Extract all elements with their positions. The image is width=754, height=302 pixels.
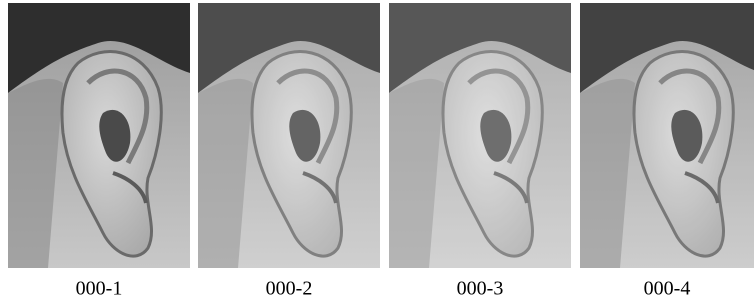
caption: 000-3 xyxy=(457,278,504,300)
caption: 000-2 xyxy=(266,278,313,300)
figure: 000-1 000-2 000-3 000-4 xyxy=(0,0,754,302)
photo xyxy=(389,3,571,268)
photo xyxy=(580,3,754,268)
photo xyxy=(198,3,380,268)
page: 000-1 000-2 000-3 000-4 (() => { const d… xyxy=(0,0,754,302)
caption: 000-4 xyxy=(644,278,691,300)
photo xyxy=(8,3,190,268)
caption: 000-1 xyxy=(76,278,123,300)
